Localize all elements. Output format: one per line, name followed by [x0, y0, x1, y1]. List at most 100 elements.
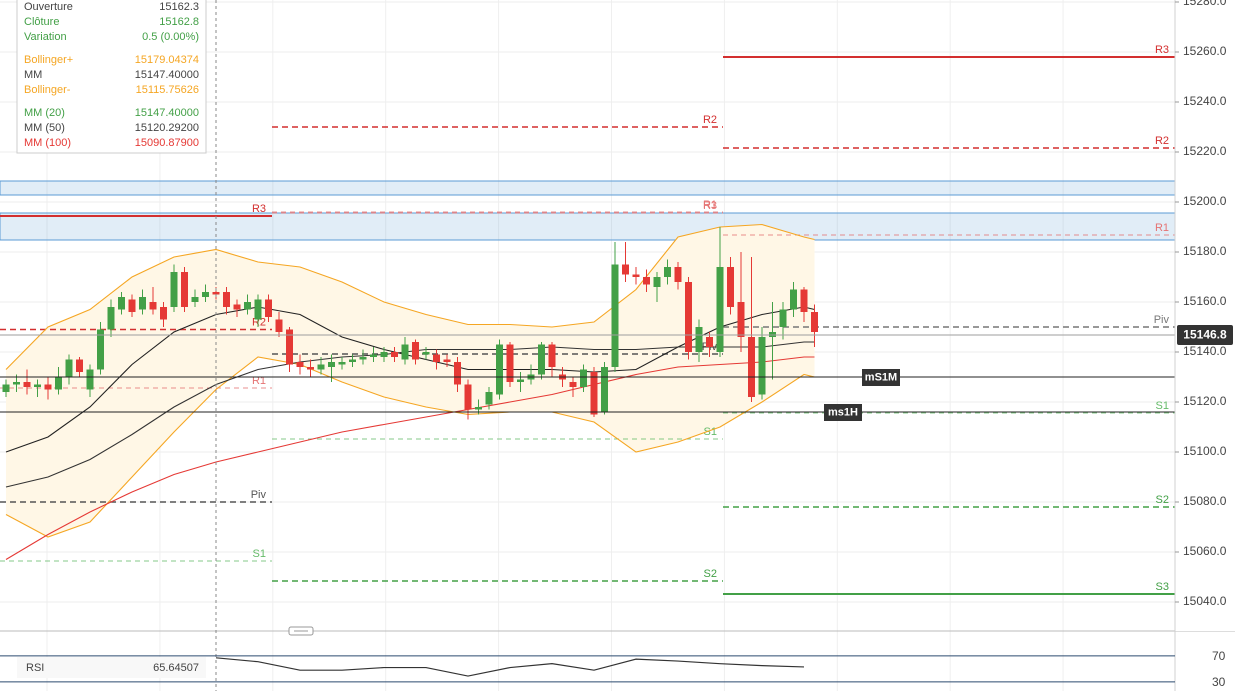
zones [0, 180, 1235, 241]
candle-body [160, 307, 167, 320]
candle-body [44, 384, 52, 390]
pivot-label: R1 [703, 199, 717, 211]
candle-body [2, 384, 10, 392]
candle-body [748, 337, 755, 397]
candle-body [485, 392, 493, 405]
candle-body [212, 292, 220, 295]
candle-body [601, 367, 608, 412]
last-price-tag [1177, 325, 1233, 345]
candle-body [653, 277, 661, 287]
info-value: 0.5 (0.00%) [142, 31, 199, 43]
candle-body [706, 337, 713, 347]
candle-body [464, 384, 472, 410]
pivots: R3R2R1PivS1R3R2R1PivS1S2R3R2R1PivS1S2S3 [0, 44, 1175, 595]
y-tick-label: 15240.0 [1183, 94, 1227, 108]
y-tick-label: 15260.0 [1183, 44, 1227, 58]
pivot-label: Piv [1154, 314, 1170, 326]
candle-body [191, 297, 199, 302]
candle-body [65, 359, 73, 377]
info-label: Bollinger+ [24, 54, 73, 66]
info-box [16, 0, 207, 154]
info-label: Bollinger- [24, 84, 71, 96]
info-value: 15120.29200 [135, 122, 199, 134]
candle-body [380, 352, 388, 357]
candle-body [674, 267, 682, 282]
candle-body [433, 354, 440, 362]
candle-body [170, 272, 178, 307]
level-label: mS1M [865, 371, 897, 383]
pivot-label: R3 [1155, 44, 1169, 56]
overlay-line [5, 356, 815, 560]
info-panel: Ouverture 15162.3 Clôture 15162.8 Variation 0… [16, 0, 207, 154]
candle-body [128, 299, 136, 312]
candle-body [55, 377, 62, 390]
pivot-label: R3 [252, 203, 266, 215]
info-value: 15162.3 [159, 1, 199, 13]
candle-body [317, 364, 325, 370]
pivot-label: S1 [253, 548, 266, 560]
candle-body [422, 352, 430, 355]
rsi-tick-label: 70 [1212, 649, 1226, 663]
candle-body [149, 302, 157, 310]
level-label: ms1H [828, 406, 858, 418]
y-tick-label: 15140.0 [1183, 344, 1227, 358]
y-tick-label: 15120.0 [1183, 394, 1227, 408]
y-tick-label: 15040.0 [1183, 594, 1227, 608]
candle-body [727, 267, 734, 307]
info-label: MM (50) [24, 122, 65, 134]
candle-body [800, 289, 808, 312]
candle-body [181, 272, 188, 307]
candle-body [643, 277, 650, 285]
candle-body [118, 297, 125, 310]
info-label: MM (100) [24, 137, 71, 149]
pivot-label: Piv [251, 489, 267, 501]
candle-body [716, 267, 724, 352]
info-label: MM (20) [24, 107, 65, 119]
candle-body [496, 344, 503, 395]
y-tick-label: 15200.0 [1183, 194, 1227, 208]
level-tag [862, 369, 900, 386]
candle-body [139, 297, 146, 310]
price-axis: 15040.0 15060.0 15080.0 15100.0 15120.0 15140… [1174, 0, 1235, 691]
candle-body [590, 372, 598, 415]
pivot-label: R3 [703, 200, 717, 212]
candle-body [286, 329, 293, 365]
info-value: 15115.75626 [136, 84, 199, 96]
y-tick-label: 15160.0 [1183, 294, 1227, 308]
candle-body [569, 382, 577, 387]
candle-body [307, 367, 314, 370]
candle-body [275, 319, 283, 332]
info-label: Clôture [24, 16, 59, 28]
pivot-label: S1 [1156, 400, 1169, 412]
candle-body [548, 344, 556, 367]
info-label: MM [24, 69, 42, 81]
y-tick-label: 15280.0 [1183, 0, 1227, 8]
pivot-label: S2 [1156, 494, 1169, 506]
candle-body [370, 354, 377, 357]
info-label: Variation [24, 31, 67, 43]
candle-body [244, 302, 251, 310]
candle-body [349, 359, 356, 362]
candle-body [758, 337, 766, 395]
info-value: 15179.04374 [135, 54, 199, 66]
rsi-info-box [17, 657, 206, 678]
candle-body [475, 407, 482, 410]
candle-body [338, 362, 346, 365]
candle-body [737, 302, 745, 337]
candle-body [401, 344, 409, 360]
candle-body [23, 382, 31, 387]
candle-body [296, 362, 304, 367]
candle-body [86, 369, 94, 390]
y-tick-label: 15100.0 [1183, 444, 1227, 458]
last-price-label: 15146.8 [1183, 328, 1227, 342]
candle-body [391, 352, 398, 357]
bollinger [6, 224, 815, 537]
zone [0, 180, 1235, 196]
info-label: Ouverture [24, 1, 73, 13]
candle-body [107, 307, 115, 330]
candle-body [790, 289, 797, 310]
info-value: 15147.40000 [135, 107, 199, 119]
candle-body [622, 264, 629, 275]
